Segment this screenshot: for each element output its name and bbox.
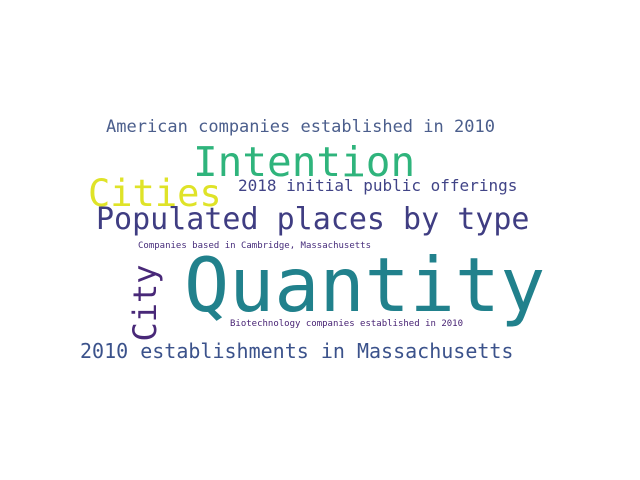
word-cities: Cities [88, 172, 222, 215]
word-populated-places: Populated places by type [96, 202, 530, 237]
word-city: City [126, 264, 164, 342]
word-intention: Intention [193, 138, 416, 186]
word-cambridge-companies: Companies based in Cambridge, Massachuse… [138, 241, 371, 251]
word-2018-ipos: 2018 initial public offerings [238, 176, 518, 195]
word-biotech-companies: Biotechnology companies established in 2… [230, 319, 463, 329]
word-quantity: Quantity [184, 241, 546, 329]
word-american-companies-2010: American companies established in 2010 [106, 117, 495, 137]
word-2010-establishments: 2010 establishments in Massachusetts [80, 339, 514, 363]
